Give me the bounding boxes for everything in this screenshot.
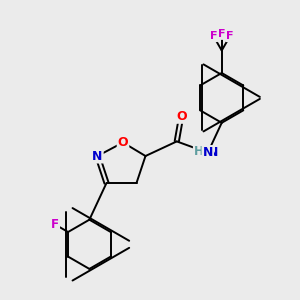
- Text: F: F: [218, 29, 226, 39]
- Text: O: O: [118, 136, 128, 149]
- Text: H: H: [203, 148, 212, 158]
- Text: N: N: [202, 146, 213, 159]
- Text: F: F: [210, 31, 217, 41]
- Text: H: H: [194, 145, 204, 158]
- Text: F: F: [226, 31, 234, 41]
- Text: N: N: [208, 146, 218, 159]
- Text: F: F: [51, 218, 59, 231]
- Text: N: N: [92, 149, 103, 163]
- Text: O: O: [176, 110, 187, 123]
